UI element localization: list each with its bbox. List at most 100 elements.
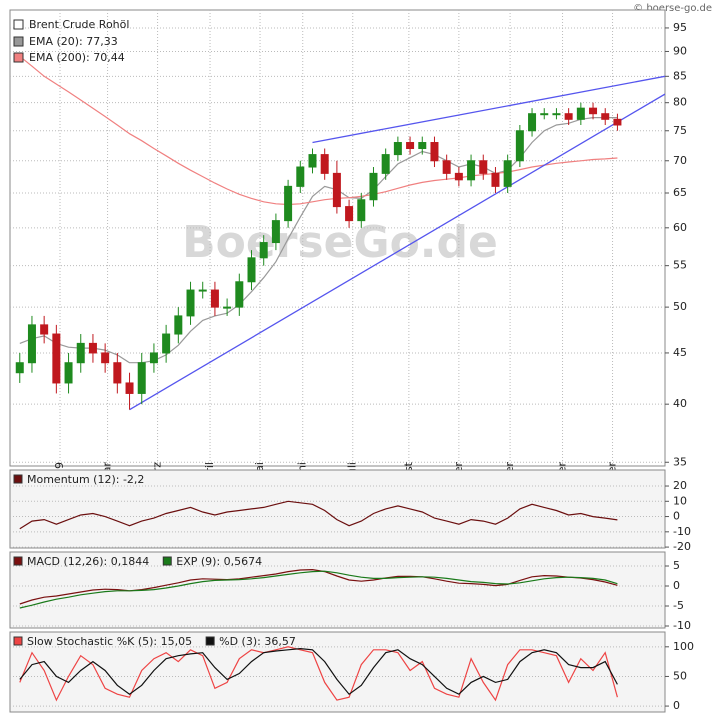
legend-swatch bbox=[13, 556, 23, 566]
y-tick-label: 85 bbox=[673, 69, 687, 82]
legend-swatch bbox=[13, 36, 24, 47]
plot bbox=[10, 565, 665, 627]
candle-body bbox=[223, 306, 232, 309]
candle-body bbox=[515, 130, 524, 162]
candle-body bbox=[418, 142, 427, 150]
legend-swatch bbox=[13, 52, 24, 63]
legend-swatch bbox=[13, 19, 24, 30]
candle-body bbox=[442, 160, 451, 174]
legend-label: EMA (200): 70,44 bbox=[29, 51, 125, 64]
candle-body bbox=[393, 142, 402, 156]
candle-body bbox=[186, 289, 195, 317]
candle-body bbox=[52, 333, 61, 384]
candle-body bbox=[162, 333, 171, 354]
legend-label: %D (3): 36,57 bbox=[219, 635, 296, 648]
candle-body bbox=[552, 113, 561, 116]
watermark: BoerseGo.de bbox=[182, 217, 498, 268]
legend-label: EMA (20): 77,33 bbox=[29, 35, 118, 48]
candle-body bbox=[576, 107, 585, 120]
candle-body bbox=[137, 362, 146, 394]
candle-body bbox=[540, 113, 549, 116]
legend-label: Momentum (12): -2,2 bbox=[27, 473, 144, 486]
series-line bbox=[19, 646, 618, 702]
candle-body bbox=[564, 113, 573, 120]
candle-body bbox=[101, 352, 110, 364]
plot: BoerseGo.de bbox=[10, 10, 665, 466]
series-line bbox=[19, 647, 618, 696]
candle-body bbox=[601, 113, 610, 120]
y-tick-label: 50 bbox=[673, 669, 687, 682]
candle-body bbox=[503, 160, 512, 187]
y-tick-label: 20 bbox=[673, 479, 687, 492]
series-line bbox=[19, 568, 618, 605]
plot bbox=[10, 485, 665, 548]
y-tick-label: 0 bbox=[673, 699, 680, 712]
candle-body bbox=[271, 220, 280, 244]
candle-body bbox=[259, 242, 268, 259]
y-tick-label: 40 bbox=[673, 397, 687, 410]
y-tick-label: 95 bbox=[673, 21, 687, 34]
y-tick-label: -10 bbox=[673, 525, 691, 538]
candle-body bbox=[27, 324, 36, 364]
candle-body bbox=[528, 113, 537, 132]
panel bbox=[9, 469, 666, 549]
candle-body bbox=[40, 324, 49, 335]
panel bbox=[9, 631, 666, 713]
y-tick-label: -10 bbox=[673, 619, 691, 632]
legend-label: MACD (12,26): 0,1844 bbox=[27, 555, 149, 568]
y-tick-label: 0 bbox=[673, 579, 680, 592]
candle-body bbox=[64, 362, 73, 384]
candle-body bbox=[198, 289, 207, 292]
candle-body bbox=[125, 382, 134, 394]
candle-body bbox=[149, 352, 158, 364]
y-tick-label: 75 bbox=[673, 124, 687, 137]
chart-title: Brent Crude Rohöl bbox=[29, 18, 129, 31]
y-tick-label: 60 bbox=[673, 221, 687, 234]
legend-swatch bbox=[13, 474, 23, 484]
candle-body bbox=[589, 107, 598, 115]
candle-body bbox=[15, 362, 24, 374]
series-line bbox=[19, 570, 618, 609]
candle-body bbox=[491, 172, 500, 187]
candle-body bbox=[454, 172, 463, 181]
y-tick-label: 90 bbox=[673, 44, 687, 57]
y-tick-label: 0 bbox=[673, 510, 680, 523]
candle-body bbox=[430, 142, 439, 162]
candle-body bbox=[308, 154, 317, 168]
y-tick-label: 45 bbox=[673, 346, 687, 359]
trend-line bbox=[129, 93, 665, 411]
candle-body bbox=[381, 154, 390, 174]
candle-body bbox=[284, 185, 293, 222]
legend-label: EXP (9): 0,5674 bbox=[176, 555, 262, 568]
y-tick-label: 80 bbox=[673, 96, 687, 109]
y-tick-label: 100 bbox=[673, 640, 694, 653]
candle-body bbox=[76, 342, 85, 364]
candle-body bbox=[210, 289, 219, 308]
source: © boerse-go.de bbox=[633, 3, 712, 14]
y-tick-label: 35 bbox=[673, 455, 687, 468]
candle-body bbox=[467, 160, 476, 181]
y-tick-label: -20 bbox=[673, 540, 691, 553]
legend-swatch bbox=[13, 636, 23, 646]
y-tick-label: 55 bbox=[673, 259, 687, 272]
candle-body bbox=[357, 199, 366, 222]
panel bbox=[9, 9, 666, 467]
y-tick-label: 65 bbox=[673, 186, 687, 199]
candle-body bbox=[369, 172, 378, 201]
candle-body bbox=[406, 142, 415, 150]
y-tick-label: 5 bbox=[673, 559, 680, 572]
y-tick-label: 70 bbox=[673, 154, 687, 167]
candle-body bbox=[247, 257, 256, 283]
candle-body bbox=[174, 315, 183, 335]
panel bbox=[9, 551, 666, 629]
candle-body bbox=[235, 281, 244, 308]
y-tick-label: 50 bbox=[673, 300, 687, 313]
trend-line bbox=[312, 75, 665, 144]
candle-body bbox=[88, 342, 97, 354]
series-line bbox=[19, 500, 618, 530]
candle-body bbox=[296, 166, 305, 187]
candle-body bbox=[613, 118, 622, 126]
candle-body bbox=[345, 206, 354, 222]
candle-body bbox=[479, 160, 488, 174]
